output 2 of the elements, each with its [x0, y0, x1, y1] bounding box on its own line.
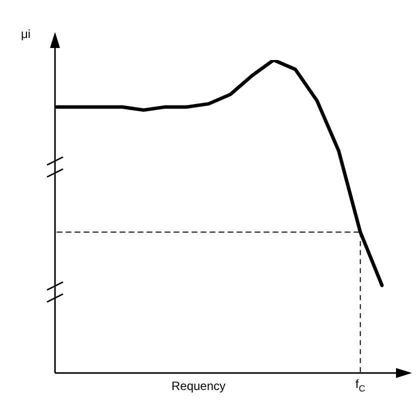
y-axis-title: μi [21, 27, 31, 41]
x-axis-title: Requency [171, 379, 226, 393]
